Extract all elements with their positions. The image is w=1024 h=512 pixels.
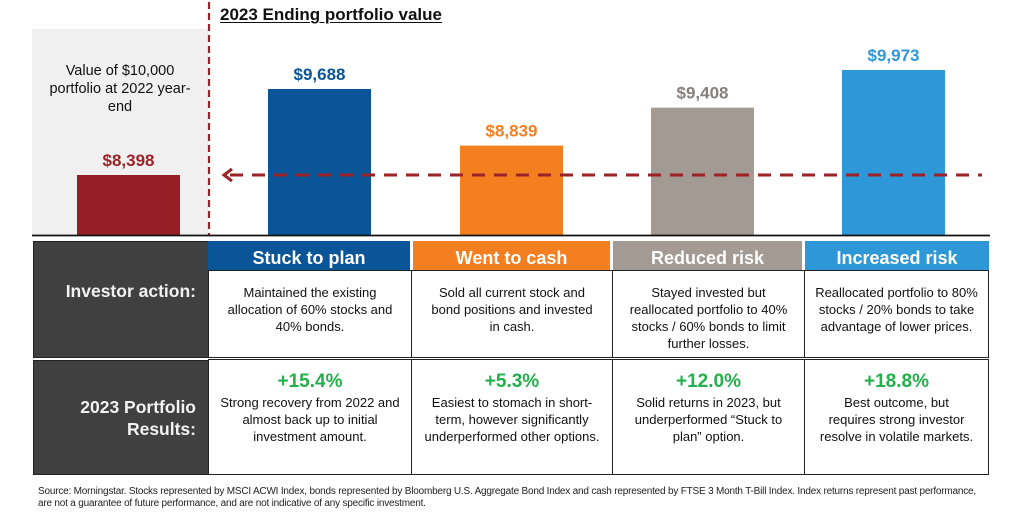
result-cell-stuck-to-plan: +15.4% Strong recovery from 2022 and alm…	[208, 359, 412, 475]
result-text: Easiest to stomach in short-term, howeve…	[424, 395, 600, 444]
result-cell-went-to-cash: +5.3% Easiest to stomach in short-term, …	[411, 359, 613, 475]
result-cell-reduced-risk: +12.0% Solid returns in 2023, but underp…	[612, 359, 805, 475]
source-footnote: Source: Morningstar. Stocks represented …	[38, 486, 976, 509]
header-stuck-to-plan: Stuck to plan	[208, 241, 410, 270]
investor-action-table: Investor action: 2023 Portfolio Results:…	[33, 241, 989, 475]
arrow-left-icon	[221, 167, 233, 183]
result-text: Best outcome, but requires strong invest…	[819, 395, 974, 444]
result-pct: +15.4%	[277, 371, 343, 392]
header-reduced-risk: Reduced risk	[613, 241, 802, 270]
row-label-investor-action: Investor action:	[33, 241, 209, 358]
result-pct: +18.8%	[864, 371, 929, 392]
chart-title: 2023 Ending portfolio value	[220, 5, 442, 24]
bar-2022-year-end	[77, 175, 180, 235]
result-text: Strong recovery from 2022 and almost bac…	[220, 395, 400, 444]
result-cell-increased-risk: +18.8% Best outcome, but requires strong…	[804, 359, 989, 475]
header-increased-risk: Increased risk	[805, 241, 989, 270]
action-cell-reduced-risk: Stayed invested but reallocated portfoli…	[612, 270, 805, 358]
action-cell-stuck-to-plan: Maintained the existing allocation of 60…	[208, 270, 412, 358]
bars-group: $8,398 $9,688 $8,839 $9,408 $9,973	[77, 46, 945, 235]
reference-line-group	[221, 167, 982, 183]
result-pct: +5.3%	[484, 371, 540, 392]
value-label: $8,398	[103, 151, 155, 170]
bar-chart: $8,398 $9,688 $8,839 $9,408 $9,973	[32, 2, 990, 237]
value-label: $9,688	[294, 65, 346, 84]
header-went-to-cash: Went to cash	[413, 241, 610, 270]
value-label: $9,973	[868, 46, 920, 65]
baseline-label: Value of $10,000 portfolio at 2022 year-…	[49, 63, 191, 115]
bar-stuck-to-plan	[268, 89, 371, 235]
value-label: $8,839	[486, 122, 538, 141]
row-label-portfolio-results: 2023 Portfolio Results:	[33, 360, 209, 475]
action-cell-went-to-cash: Sold all current stock and bond position…	[411, 270, 613, 358]
bar-reduced-risk	[651, 107, 754, 235]
result-text: Solid returns in 2023, but underperforme…	[634, 395, 783, 444]
bar-increased-risk	[842, 70, 945, 235]
result-pct: +12.0%	[676, 371, 741, 392]
action-cell-increased-risk: Reallocated portfolio to 80% stocks / 20…	[804, 270, 989, 358]
bar-went-to-cash	[460, 145, 563, 235]
value-label: $9,408	[677, 84, 729, 103]
